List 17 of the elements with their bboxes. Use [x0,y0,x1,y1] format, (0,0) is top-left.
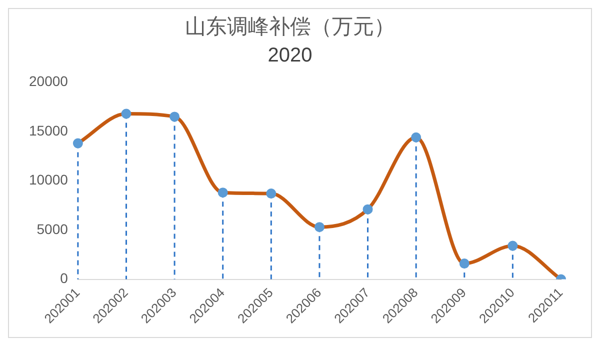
chart-subtitle: 2020 [268,44,312,67]
point [411,132,422,142]
point [121,108,132,119]
point [266,188,276,199]
point [218,188,228,198]
point [508,240,518,251]
point [72,138,83,148]
point [362,204,373,214]
point [314,222,324,232]
point [170,112,180,122]
point [459,258,470,269]
y-tick-label: 5000 [36,220,68,237]
y-tick-label: 20000 [28,73,68,90]
y-tick-label: 15000 [28,122,68,138]
y-tick-label: 10000 [28,172,68,188]
chart-title: 山东调峰补偿（万元） [185,15,395,38]
y-tick-label: 0 [60,270,68,286]
